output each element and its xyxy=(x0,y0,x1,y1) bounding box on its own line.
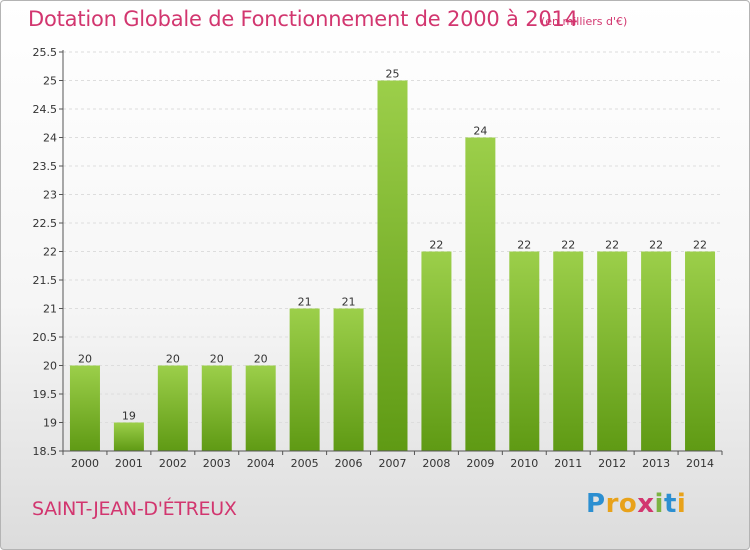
bar-2003 xyxy=(201,365,232,451)
y-tick-label: 25.5 xyxy=(33,46,58,59)
x-tick-label-2005: 2005 xyxy=(291,457,319,470)
x-tick-label-2011: 2011 xyxy=(554,457,582,470)
x-tick-label-2002: 2002 xyxy=(159,457,187,470)
bar-2010 xyxy=(509,251,540,451)
data-label-2007: 25 xyxy=(386,68,400,81)
y-tick-label: 24.5 xyxy=(33,103,58,116)
data-label-2006: 21 xyxy=(342,296,356,309)
logo-letter: i xyxy=(676,489,687,519)
bar-2011 xyxy=(553,251,584,451)
chart-subtitle: (en milliers d'€) xyxy=(541,15,628,28)
x-tick-label-2001: 2001 xyxy=(115,457,143,470)
x-tick-label-2003: 2003 xyxy=(203,457,231,470)
y-tick-label: 20 xyxy=(43,360,57,373)
y-tick-label: 24 xyxy=(43,132,57,145)
data-label-2008: 22 xyxy=(429,239,443,252)
place-name: SAINT-JEAN-D'ÉTREUX xyxy=(32,498,237,520)
logo-letter: x xyxy=(637,489,655,519)
logo-letter: r xyxy=(605,489,619,519)
y-tick-label: 21.5 xyxy=(33,274,58,287)
y-tick-label: 22.5 xyxy=(33,217,58,230)
x-tick-label-2009: 2009 xyxy=(466,457,494,470)
data-label-2002: 20 xyxy=(166,353,180,366)
chart-title: Dotation Globale de Fonctionnement de 20… xyxy=(28,7,578,31)
y-tick-label: 23.5 xyxy=(33,160,58,173)
bar-2001 xyxy=(113,422,144,451)
bar-2009 xyxy=(465,137,496,451)
y-tick-label: 23 xyxy=(43,189,57,202)
data-label-2009: 24 xyxy=(473,125,487,138)
bar-2000 xyxy=(69,365,100,451)
data-label-2005: 21 xyxy=(298,296,312,309)
logo-letter: P xyxy=(586,489,606,519)
x-tick-label-2010: 2010 xyxy=(510,457,538,470)
data-label-2014: 22 xyxy=(693,239,707,252)
axes xyxy=(59,50,723,455)
bar-2007 xyxy=(377,80,408,451)
x-tick-label-2014: 2014 xyxy=(686,457,714,470)
y-tick-label: 25 xyxy=(43,75,57,88)
logo-letter: i xyxy=(654,489,664,519)
data-label-2013: 22 xyxy=(649,239,663,252)
y-tick-label: 20.5 xyxy=(33,331,58,344)
logo-letter: o xyxy=(618,489,638,519)
data-label-2012: 22 xyxy=(605,239,619,252)
proxiti-logo[interactable]: Proxiti xyxy=(586,489,686,519)
x-tick-label-2000: 2000 xyxy=(71,457,99,470)
x-tick-label-2013: 2013 xyxy=(642,457,670,470)
logo-letter: t xyxy=(663,489,677,519)
bars xyxy=(69,80,716,451)
bar-2002 xyxy=(157,365,188,451)
y-tick-label: 19.5 xyxy=(33,388,58,401)
x-tick-label-2004: 2004 xyxy=(247,457,275,470)
data-label-2010: 22 xyxy=(517,239,531,252)
x-tick-label-2007: 2007 xyxy=(379,457,407,470)
x-tick-label-2008: 2008 xyxy=(422,457,450,470)
y-tick-label: 22 xyxy=(43,246,57,259)
data-label-2004: 20 xyxy=(254,353,268,366)
bar-2014 xyxy=(685,251,716,451)
x-tick-label-2012: 2012 xyxy=(598,457,626,470)
data-label-2011: 22 xyxy=(561,239,575,252)
bar-2013 xyxy=(641,251,672,451)
data-label-2000: 20 xyxy=(78,353,92,366)
labels: 18.5 19 19.5 20 20.5 21 21.5 22 22.5 23 23.5 24 24.5… xyxy=(33,46,715,470)
bar-2005 xyxy=(289,308,320,451)
bar-2006 xyxy=(333,308,364,451)
bar-2012 xyxy=(597,251,628,451)
data-label-2001: 19 xyxy=(122,410,136,423)
x-tick-label-2006: 2006 xyxy=(335,457,363,470)
data-label-2003: 20 xyxy=(210,353,224,366)
y-tick-label: 18.5 xyxy=(33,445,58,458)
y-tick-label: 19 xyxy=(43,417,57,430)
y-tick-label: 21 xyxy=(43,303,57,316)
bar-2004 xyxy=(245,365,276,451)
bar-2008 xyxy=(421,251,452,451)
